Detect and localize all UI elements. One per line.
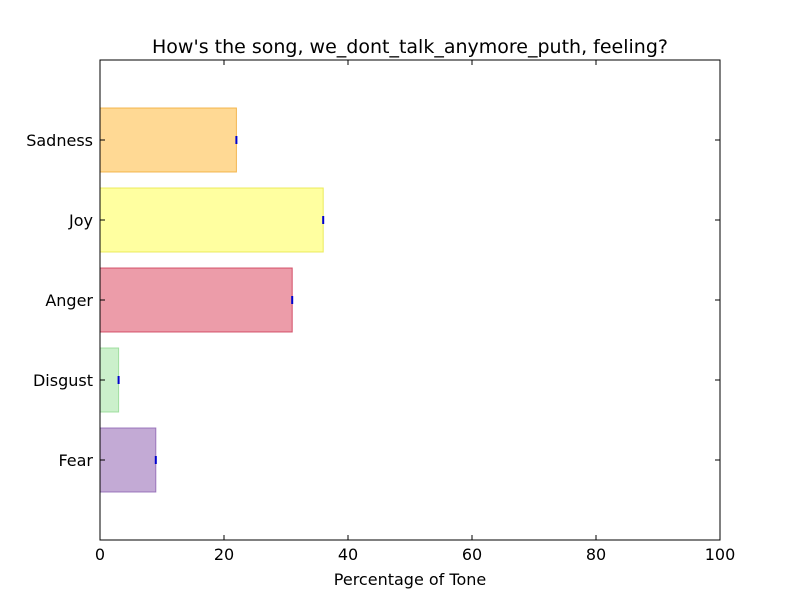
plot-frame: [99, 59, 721, 541]
bar-joy: [99, 187, 324, 253]
bars-group: [99, 107, 325, 493]
x-tick-label: 20: [214, 545, 234, 564]
x-tick-label: 0: [95, 545, 105, 564]
y-tick-label-anger: Anger: [45, 291, 93, 310]
x-tick-label: 60: [462, 545, 482, 564]
bar-anger: [99, 267, 293, 333]
x-tick-label: 100: [705, 545, 736, 564]
y-tick-label-sadness: Sadness: [26, 131, 93, 150]
bar-fear: [99, 427, 157, 493]
y-tick-label-joy: Joy: [68, 211, 93, 230]
chart-title: How's the song, we_dont_talk_anymore_put…: [152, 36, 668, 58]
bar-sadness: [99, 107, 237, 173]
y-tick-label-disgust: Disgust: [33, 371, 93, 390]
x-axis-ticks: 0 20 40 60 80 100: [95, 60, 735, 564]
x-axis-label: Percentage of Tone: [334, 570, 486, 589]
y-tick-label-fear: Fear: [58, 451, 93, 470]
y-axis-ticks: Fear Disgust Anger Joy Sadness: [26, 131, 720, 470]
x-tick-label: 40: [338, 545, 358, 564]
x-tick-label: 80: [586, 545, 606, 564]
